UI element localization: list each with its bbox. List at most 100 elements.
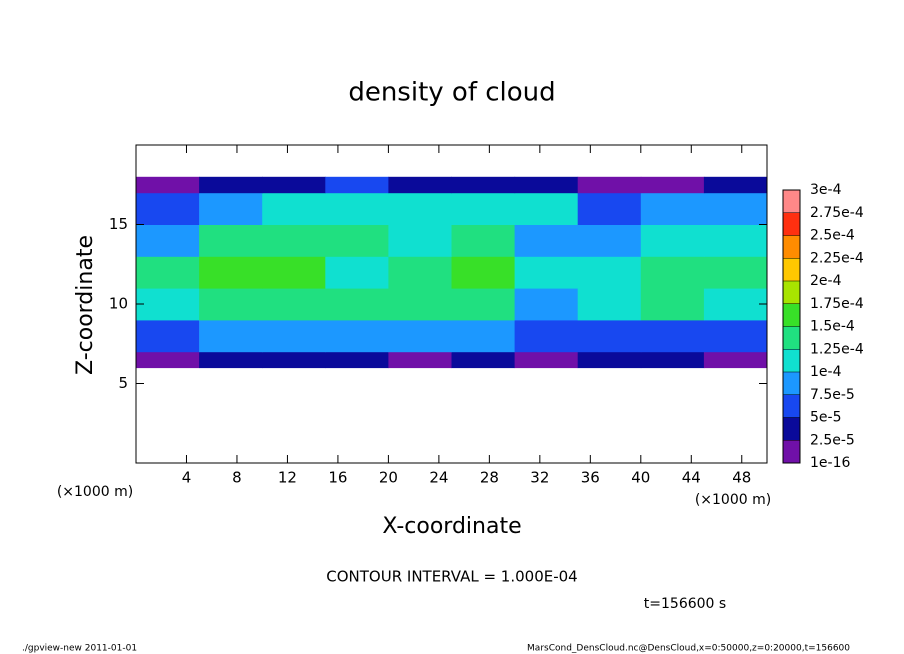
heat-cell (136, 192, 200, 225)
colorbar-label: 2e-4 (810, 273, 842, 289)
heat-cell (325, 256, 389, 289)
heat-cell (640, 256, 705, 289)
heat-cell (703, 319, 768, 353)
heat-cell (199, 192, 263, 225)
colorbar-label: 1.75e-4 (810, 296, 864, 312)
chart-title: density of cloud (348, 78, 555, 108)
x-tick-label: 40 (631, 469, 650, 487)
colorbar-label: 1.5e-4 (810, 319, 855, 335)
x-unit: (×1000 m) (695, 492, 771, 508)
heat-cell (640, 351, 705, 369)
heat-cell (388, 192, 452, 225)
heat-cell (451, 319, 516, 353)
heat-cell (451, 224, 516, 257)
colorbar-label: 2.5e-4 (810, 228, 855, 244)
heat-cell (325, 192, 389, 225)
annotation: CONTOUR INTERVAL = 1.000E-04 (326, 568, 577, 586)
heat-cell (451, 351, 516, 369)
heat-cell (514, 192, 579, 225)
heat-cell (262, 176, 326, 194)
colorbar-swatch (783, 281, 800, 304)
colorbar-swatch (783, 417, 800, 441)
heat-cell (199, 288, 263, 321)
heat-cell (640, 288, 705, 321)
heat-cell (136, 256, 200, 289)
colorbar-label: 3e-4 (810, 182, 842, 198)
y-tick-label: 5 (118, 374, 128, 392)
x-tick-label: 12 (278, 469, 297, 487)
heat-cell (262, 319, 326, 353)
heat-cell (325, 224, 389, 257)
footer-right: MarsCond_DensCloud.nc@DensCloud,x=0:5000… (527, 644, 850, 654)
x-tick-label: 24 (429, 469, 448, 487)
heat-cell (640, 192, 705, 225)
x-tick-label: 16 (328, 469, 347, 487)
heat-cell (325, 319, 389, 353)
heat-cell (514, 256, 579, 289)
heat-cell (640, 319, 705, 353)
heat-cell (577, 192, 642, 225)
heat-cell (703, 224, 768, 257)
heat-cell (136, 288, 200, 321)
x-tick-label: 32 (530, 469, 549, 487)
heat-cell (577, 256, 642, 289)
x-tick-label: 28 (480, 469, 499, 487)
heat-cell (199, 319, 263, 353)
colorbar-label: 1e-4 (810, 364, 842, 380)
heat-cell (199, 256, 263, 289)
y-axis-label: Z-coordinate (73, 235, 98, 375)
colorbar-label: 1e-16 (810, 455, 850, 471)
heat-cell (262, 351, 326, 369)
colorbar-swatch (783, 303, 800, 327)
heat-cell (325, 288, 389, 321)
heat-cell (451, 176, 516, 194)
heat-cell (388, 256, 452, 289)
heat-cell (640, 176, 705, 194)
y-tick-label: 10 (109, 295, 128, 313)
heat-cell (388, 288, 452, 321)
heat-cell (262, 192, 326, 225)
colorbar-label: 2.75e-4 (810, 205, 864, 221)
heat-cell (136, 319, 200, 353)
x-tick-label: 20 (379, 469, 398, 487)
heat-cell (388, 319, 452, 353)
colorbar-swatch (783, 372, 800, 395)
y-tick-label: 15 (109, 215, 128, 233)
heat-cell (577, 176, 642, 194)
colorbar-swatch (783, 440, 800, 463)
colorbar-swatch (783, 212, 800, 236)
x-tick-label: 44 (682, 469, 701, 487)
heat-cell (514, 288, 579, 321)
x-axis-label: X-coordinate (382, 514, 521, 539)
colorbar-swatch (783, 235, 800, 259)
heat-cell (136, 176, 200, 194)
heat-cell (577, 288, 642, 321)
heat-cell (514, 351, 579, 369)
heat-cell (514, 224, 579, 257)
footer-left: ./gpview-new 2011-01-01 (22, 644, 137, 654)
time-label: t=156600 s (644, 596, 726, 612)
colorbar-swatch (783, 190, 800, 213)
colorbar-label: 2.5e-5 (810, 432, 855, 448)
y-unit: (×1000 m) (57, 484, 133, 500)
heat-cell (451, 192, 516, 225)
x-tick-label: 36 (581, 469, 600, 487)
heat-cell (199, 351, 263, 369)
heat-cell (325, 351, 389, 369)
heat-cell (199, 224, 263, 257)
heat-cell (640, 224, 705, 257)
colorbar-swatch (783, 394, 800, 418)
heat-cell (199, 176, 263, 194)
heat-cell (262, 256, 326, 289)
heat-cell (703, 256, 768, 289)
heat-cell (451, 256, 516, 289)
x-tick-label: 48 (732, 469, 751, 487)
heat-cell (703, 192, 768, 225)
colorbar-swatch (783, 326, 800, 350)
heat-cell (577, 319, 642, 353)
heat-cell (388, 224, 452, 257)
heatmap (136, 176, 768, 369)
heat-cell (136, 351, 200, 369)
heat-cell (703, 288, 768, 321)
